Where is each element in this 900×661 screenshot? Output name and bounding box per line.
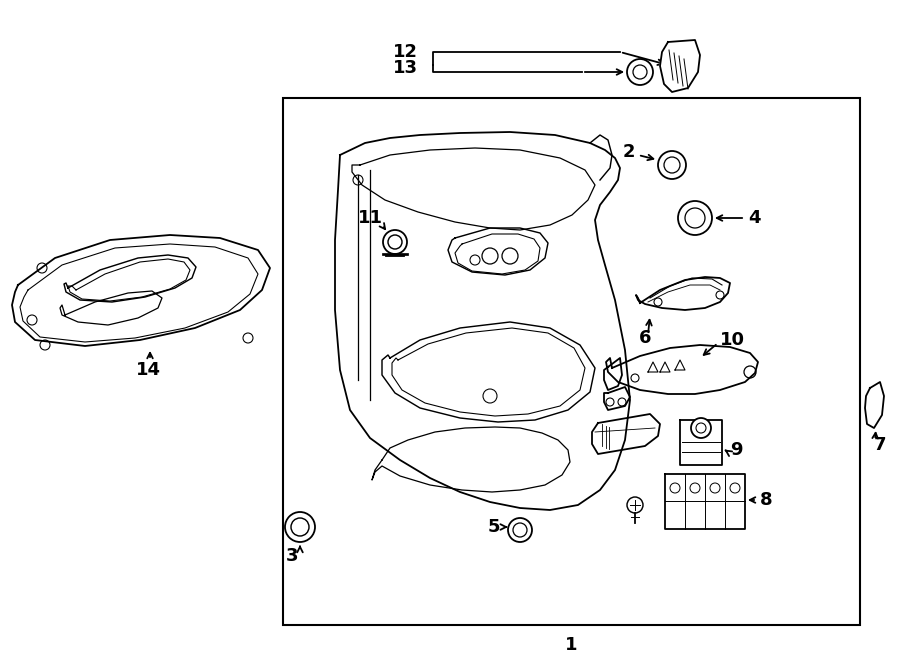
Text: 9: 9 <box>730 441 742 459</box>
Text: 3: 3 <box>286 547 298 565</box>
Polygon shape <box>680 420 722 465</box>
Polygon shape <box>665 474 745 529</box>
Circle shape <box>691 418 711 438</box>
Text: 14: 14 <box>136 361 160 379</box>
Circle shape <box>627 497 643 513</box>
Text: 11: 11 <box>357 209 382 227</box>
Text: 2: 2 <box>623 143 635 161</box>
Circle shape <box>678 201 712 235</box>
Circle shape <box>508 518 532 542</box>
Text: 8: 8 <box>760 491 772 509</box>
Polygon shape <box>636 277 730 310</box>
Polygon shape <box>604 387 630 410</box>
Text: 12: 12 <box>393 43 418 61</box>
Circle shape <box>658 151 686 179</box>
Polygon shape <box>865 382 884 428</box>
Circle shape <box>383 230 407 254</box>
Circle shape <box>627 59 653 85</box>
Text: 10: 10 <box>720 331 745 349</box>
Text: 7: 7 <box>874 436 886 454</box>
Polygon shape <box>606 345 758 394</box>
Text: 5: 5 <box>488 518 500 536</box>
Polygon shape <box>660 40 700 92</box>
Polygon shape <box>604 358 622 390</box>
Polygon shape <box>592 414 660 454</box>
Text: 4: 4 <box>748 209 760 227</box>
Text: 1: 1 <box>565 636 577 654</box>
Circle shape <box>285 512 315 542</box>
Text: 13: 13 <box>393 59 418 77</box>
Text: 6: 6 <box>639 329 652 347</box>
Bar <box>283 98 860 625</box>
